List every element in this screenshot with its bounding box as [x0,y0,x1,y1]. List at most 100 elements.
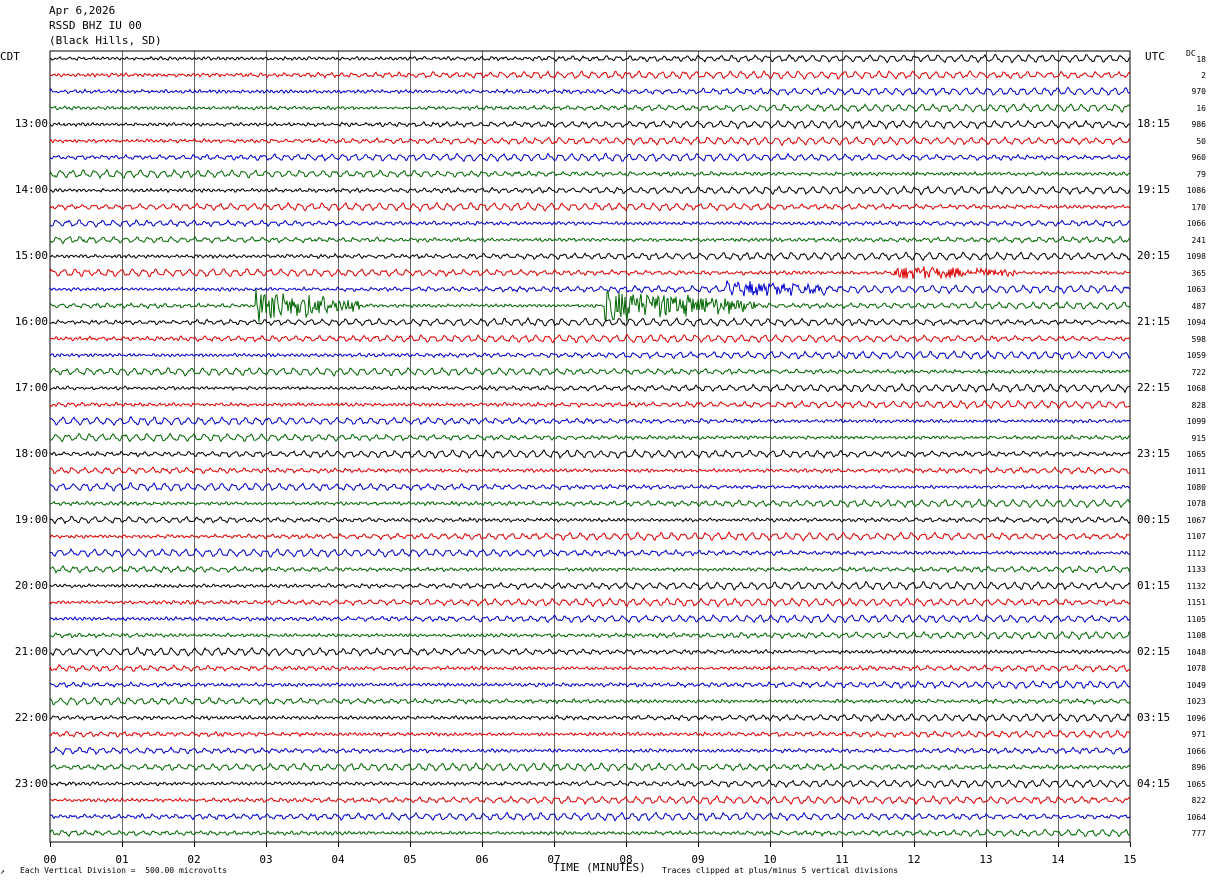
trace-line [49,69,1131,80]
dc-offset-label: 828 [1191,400,1206,410]
trace-line [49,515,1131,525]
plot-date: Apr 6,2026 [49,4,116,17]
dc-offset-label: 18 [1196,54,1206,64]
trace-line [49,251,1131,262]
dc-offset-label: 1133 [1186,565,1206,575]
right-time-label: 01:15 [1137,578,1171,592]
dc-offset-label: 2 [1201,70,1206,80]
dc-offset-label: 1105 [1186,614,1206,624]
trace-line [49,794,1131,806]
trace-line [49,350,1131,360]
trace-line [49,778,1131,789]
x-tick-label: 05 [403,853,417,866]
dc-offset-label: 598 [1191,334,1206,344]
x-tick-label: 04 [331,853,345,866]
dc-offset-label: 1108 [1186,631,1206,641]
x-tick-label: 10 [763,853,777,866]
trace-line [49,416,1131,427]
dc-offset-label: 1066 [1186,219,1206,229]
dc-offset-label: 1023 [1186,697,1206,707]
trace-line [49,399,1131,410]
trace-line [49,466,1131,475]
trace-line [49,828,1131,838]
trace-line [49,316,1131,328]
dc-offset-label: 1066 [1186,746,1206,756]
dc-offset-label: 1098 [1186,252,1206,262]
dc-header-label: DC [1186,49,1196,58]
trace-line [49,218,1131,228]
x-tick-label: 03 [259,853,273,866]
right-time-label: 00:15 [1137,512,1171,526]
dc-offset-label: 777 [1191,829,1206,839]
dc-offset-label: 487 [1191,301,1206,311]
dc-offset-label: 1094 [1186,318,1206,328]
trace-line [49,366,1131,378]
x-tick-label: 13 [979,853,993,866]
trace-line [49,201,1131,213]
dc-offset-label: 1068 [1186,384,1206,394]
left-time-label: 14:00 [14,183,48,197]
trace-line [49,481,1131,492]
scale-note: Each Vertical Division = 500.00 microvol… [20,866,228,875]
dc-offset-label: 170 [1191,202,1206,212]
trace-line [50,382,1131,394]
dc-offset-label: 241 [1191,235,1206,245]
station-location: (Black Hills, SD) [49,34,162,47]
trace-line [49,448,1131,459]
dc-offset-label: 1086 [1186,186,1206,196]
dc-offset-label: 1132 [1186,581,1206,591]
trace-line [49,811,1131,822]
dc-offset-label: 970 [1191,87,1206,97]
right-time-label: 23:15 [1137,447,1171,461]
trace-line [49,712,1131,723]
x-tick-label: 14 [1051,853,1065,866]
left-time-label: 23:00 [14,776,48,790]
dc-offset-label: 1065 [1186,450,1206,460]
trace-line [49,646,1131,657]
dc-offset-label: 960 [1191,153,1206,163]
x-tick-label: 06 [475,853,489,866]
trace-line [49,168,1131,180]
x-tick-label: 07 [547,853,561,866]
left-time-label: 16:00 [14,315,48,329]
dc-offset-label: 1151 [1186,598,1206,608]
dc-offset-label: 365 [1191,268,1206,278]
x-tick-label: 15 [1123,853,1137,866]
dc-offset-label: 1080 [1186,482,1206,492]
left-time-label: 17:00 [14,381,48,395]
dc-offset-label: 1107 [1186,532,1206,542]
trace-line [49,266,1131,280]
plot-frame [49,50,1131,843]
left-timezone-label: CDT [0,50,20,63]
trace-line [49,498,1131,509]
dc-offset-label: 1011 [1186,466,1206,476]
dc-offset-label: 1078 [1186,499,1206,509]
trace-line [50,333,1131,344]
right-time-label: 03:15 [1137,710,1171,724]
trace-line [49,289,1131,323]
arrow-icon: ↗ [0,867,5,876]
dc-offset-label: 1112 [1186,548,1206,558]
dc-offset-label: 79 [1196,169,1206,179]
trace-line [49,680,1131,690]
left-time-label: 18:00 [14,447,48,461]
left-time-label: 22:00 [14,710,48,724]
x-tick-label: 12 [907,853,921,866]
trace-line [49,613,1131,624]
trace-line [49,663,1130,673]
trace-line [49,762,1131,773]
trace-line [49,152,1131,162]
trace-line [49,630,1131,641]
trace-line [49,729,1131,739]
trace-line [49,53,1131,64]
right-time-label: 18:15 [1137,117,1171,131]
left-time-label: 21:00 [14,644,48,658]
trace-line [49,280,1131,297]
dc-offset-label: 1049 [1186,680,1206,690]
x-tick-label: 02 [187,853,201,866]
right-time-label: 19:15 [1137,183,1171,197]
dc-offset-label: 1099 [1186,417,1206,427]
trace-line [49,564,1131,574]
dc-offset-label: 1063 [1186,285,1206,295]
